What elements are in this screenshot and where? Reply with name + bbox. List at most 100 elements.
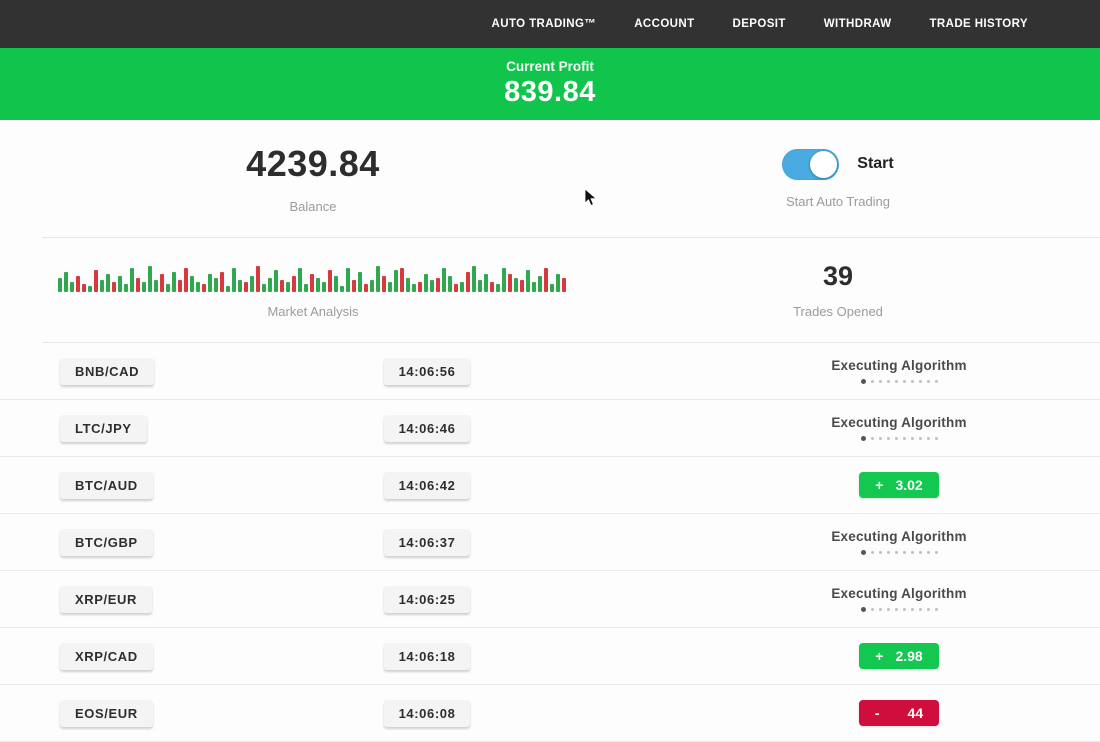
candle-up [448, 275, 452, 292]
time-badge: 14:06:46 [383, 414, 471, 442]
candle-up [502, 267, 506, 292]
candle-down [436, 277, 440, 292]
trade-row: EOS/EUR 14:06:08 - 44 [0, 685, 1100, 742]
candle-up [334, 275, 338, 292]
candle-down [508, 273, 512, 292]
candle-down [184, 267, 188, 292]
candle-up [478, 279, 482, 292]
nav-account[interactable]: ACCOUNT [634, 18, 695, 30]
executing-status: Executing Algorithm [831, 358, 966, 384]
candle-up [346, 267, 350, 292]
loss-badge: - 44 [859, 700, 939, 726]
candle-up [370, 279, 374, 292]
candle-up [262, 283, 266, 292]
pair-badge[interactable]: BTC/GBP [60, 528, 153, 556]
pair-badge[interactable]: BNB/CAD [60, 357, 155, 385]
candle-down [364, 283, 368, 292]
trades-opened-label: Trades Opened [793, 304, 883, 319]
result-value: 2.98 [895, 648, 923, 664]
candle-up [214, 277, 218, 292]
candle-up [106, 273, 110, 292]
candle-down [562, 277, 566, 292]
pair-badge[interactable]: EOS/EUR [60, 699, 153, 727]
candle-down [400, 267, 404, 292]
trade-row: BTC/AUD 14:06:42 +3.02 [0, 457, 1100, 514]
candle-up [514, 277, 518, 292]
nav-trade-history[interactable]: TRADE HISTORY [929, 18, 1028, 30]
candle-up [166, 283, 170, 292]
candle-up [358, 271, 362, 292]
result-sign: + [875, 477, 884, 493]
candle-up [250, 275, 254, 292]
progress-dots [831, 436, 966, 441]
candle-down [76, 275, 80, 292]
candle-up [232, 267, 236, 292]
pair-badge[interactable]: BTC/AUD [60, 471, 153, 499]
progress-dots [831, 379, 966, 384]
candle-up [142, 281, 146, 292]
candle-up [460, 281, 464, 292]
trade-row: BTC/GBP 14:06:37 Executing Algorithm [0, 514, 1100, 571]
candle-down [328, 269, 332, 292]
candle-up [394, 269, 398, 292]
result-value: 3.02 [895, 477, 923, 493]
candle-up [496, 283, 500, 292]
auto-trading-toggle[interactable] [782, 148, 840, 180]
toggle-knob[interactable] [810, 150, 838, 178]
candle-up [208, 273, 212, 292]
current-profit-value: 839.84 [504, 76, 596, 108]
pair-badge[interactable]: XRP/EUR [60, 585, 152, 613]
executing-label: Executing Algorithm [831, 529, 967, 544]
candle-down [310, 273, 314, 292]
result-sign: + [875, 648, 884, 664]
pair-badge[interactable]: XRP/CAD [60, 642, 153, 670]
nav-deposit[interactable]: DEPOSIT [732, 18, 786, 30]
current-profit-banner: Current Profit 839.84 [0, 48, 1100, 120]
nav-withdraw[interactable]: WITHDRAW [823, 18, 892, 30]
profit-badge: +3.02 [859, 472, 939, 498]
candle-down [202, 283, 206, 292]
candle-up [304, 283, 308, 292]
trade-row: XRP/EUR 14:06:25 Executing Algorithm [0, 571, 1100, 628]
candle-up [526, 269, 530, 292]
candle-up [172, 271, 176, 292]
candle-down [418, 281, 422, 292]
candle-up [70, 281, 74, 292]
section-divider [42, 237, 1100, 238]
nav-auto-trading[interactable]: AUTO TRADING™ [491, 18, 597, 30]
candle-up [88, 285, 92, 292]
candle-down [160, 273, 164, 292]
result-sign: - [874, 705, 880, 721]
candle-up [550, 283, 554, 292]
executing-label: Executing Algorithm [831, 586, 967, 601]
candle-down [220, 271, 224, 292]
time-badge: 14:06:37 [383, 528, 471, 556]
candle-up [316, 277, 320, 292]
time-badge: 14:06:18 [383, 642, 471, 670]
time-badge: 14:06:56 [383, 357, 471, 385]
candle-up [130, 267, 134, 292]
candle-down [112, 281, 116, 292]
candle-up [388, 281, 392, 292]
candle-down [454, 283, 458, 292]
candle-up [196, 281, 200, 292]
candle-down [136, 277, 140, 292]
balance-label: Balance [289, 199, 337, 214]
progress-dots [831, 607, 966, 612]
candle-up [268, 277, 272, 292]
candle-up [190, 275, 194, 292]
candle-down [352, 279, 356, 292]
executing-status: Executing Algorithm [831, 415, 966, 441]
candle-down [256, 265, 260, 292]
candle-up [274, 269, 278, 292]
candle-down [178, 279, 182, 292]
balance-section: 4239.84 Balance Start Start Auto Trading [0, 120, 1100, 237]
toggle-label: Start [857, 155, 894, 172]
pair-badge[interactable]: LTC/JPY [60, 414, 147, 442]
candle-up [64, 271, 68, 292]
executing-label: Executing Algorithm [831, 415, 967, 430]
executing-label: Executing Algorithm [831, 358, 967, 373]
toggle-caption: Start Auto Trading [785, 193, 891, 209]
candle-up [322, 281, 326, 292]
